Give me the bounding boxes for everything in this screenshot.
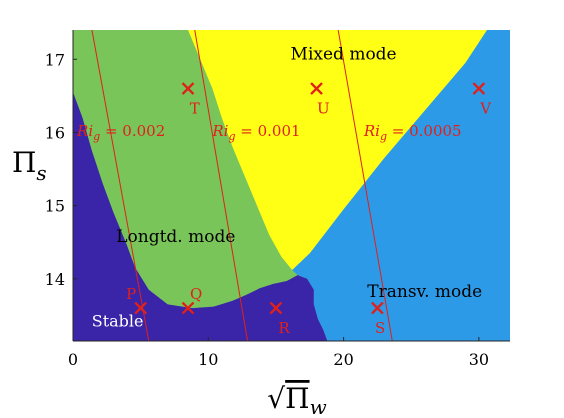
ri-label-1: Rig = 0.001 [211,122,300,143]
point-label-S: S [375,319,385,337]
point-label-P: P [126,285,136,303]
point-Q: Q [181,285,202,315]
annotations-layer: Stable Longtd. mode Mixed mode Transv. mode… [76,44,482,330]
x-axis-title: √Πw [267,382,326,418]
region-label-transverse: Transv. mode [367,282,482,302]
region-stable [73,92,328,341]
x-tick-label-10: 10 [198,350,218,369]
ri-line-0 [91,30,150,341]
point-marker-U-b [310,82,323,95]
ri-line-2 [337,30,393,341]
point-label-U: U [317,99,330,117]
x-tick-label-20: 20 [333,350,353,369]
point-marker-T-b [181,82,195,95]
point-U: U [310,82,330,117]
points-layer: P Q R S T U V [126,82,492,337]
y-tick-label-16: 16 [45,123,65,142]
point-T: T [181,82,200,117]
point-marker-R-b [269,301,283,315]
point-label-R: R [278,319,290,337]
point-marker-S-b [371,301,384,315]
ri-label-2: Rig = 0.0005 [363,122,462,143]
point-P: P [126,285,147,315]
ri-lines-layer [91,30,393,341]
y-tick-label-17: 17 [45,50,65,69]
point-marker-V-b [472,82,486,95]
point-marker-Q-b [181,301,195,315]
point-V: V [472,82,492,117]
point-label-V: V [479,99,492,117]
point-S: S [371,301,385,337]
axes-layer: 0 10 20 30 14 15 16 17 [45,30,510,369]
ri-line-1 [194,30,249,341]
x-tick-label-0: 0 [68,350,78,369]
y-tick-label-14: 14 [45,270,65,289]
region-label-mixed: Mixed mode [291,44,397,64]
point-marker-P-b [134,301,147,315]
point-R: R [269,301,290,337]
point-label-Q: Q [190,285,202,303]
ri-label-0: Rig = 0.002 [76,122,165,143]
x-tick-label-30: 30 [469,350,489,369]
y-tick-label-15: 15 [45,197,65,216]
regions-layer [73,30,510,341]
region-longitudinal [73,30,328,341]
point-label-T: T [190,99,200,117]
region-label-stable: Stable [92,311,144,330]
y-axis-title: Πs [12,146,47,185]
region-label-longitudinal: Longtd. mode [116,227,235,247]
